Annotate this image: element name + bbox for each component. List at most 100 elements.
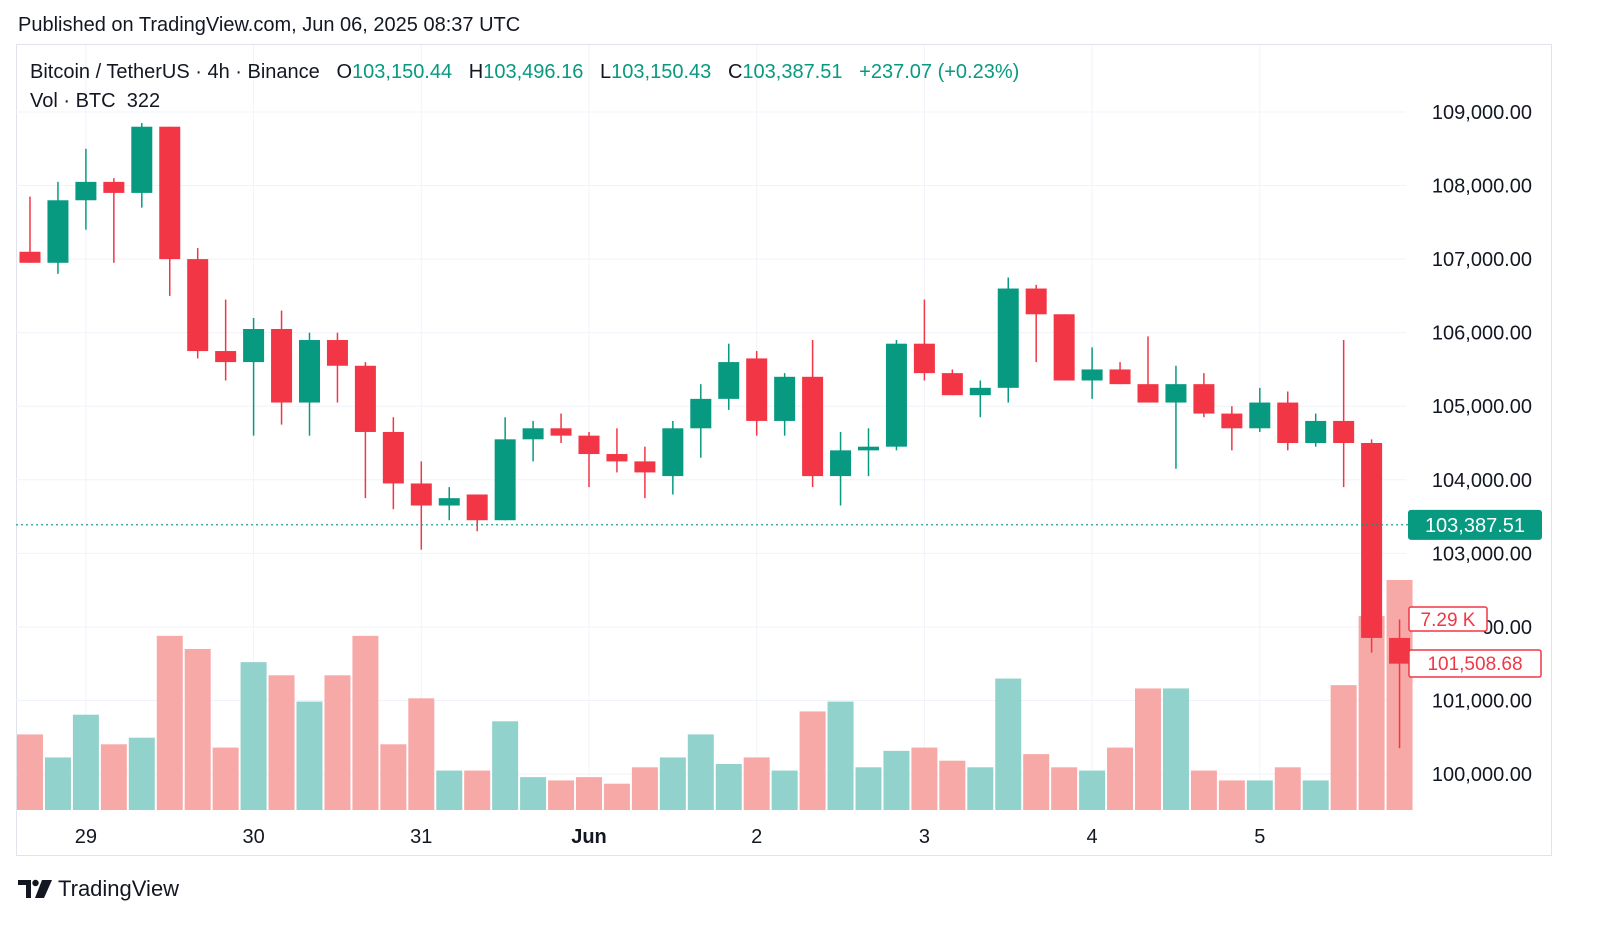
volume-bar	[1274, 767, 1301, 810]
high-label: H	[468, 61, 484, 83]
volume-bar	[380, 744, 407, 810]
time-tick-label: 5	[1254, 826, 1265, 848]
candle	[159, 126, 181, 296]
candle-body	[410, 483, 432, 506]
candle	[75, 148, 97, 230]
candle-body	[1025, 288, 1047, 315]
candle-body	[550, 428, 572, 436]
volume-bar	[240, 662, 267, 810]
candle	[802, 340, 824, 488]
volume-bar	[911, 747, 938, 810]
price-tick-label: 103,000.00	[1432, 543, 1532, 565]
candle	[494, 417, 516, 521]
volume-bar	[967, 767, 994, 810]
price-tick-label: 101,000.00	[1432, 690, 1532, 712]
volume-bar	[1190, 770, 1217, 810]
volume-bar	[827, 701, 854, 810]
volume-marker-label: 7.29 K	[1421, 610, 1476, 631]
candle-body	[1305, 420, 1327, 443]
footer-brand[interactable]: TradingView	[18, 876, 179, 902]
candle	[187, 248, 209, 359]
candle	[1053, 314, 1075, 381]
volume-label[interactable]: Vol · BTC	[30, 90, 116, 112]
volume-bar	[1218, 780, 1245, 810]
price-tick-label: 104,000.00	[1432, 470, 1532, 492]
candle	[969, 380, 991, 418]
candle-body	[997, 288, 1019, 388]
chart-frame[interactable]	[16, 44, 1552, 856]
candle	[941, 369, 963, 396]
symbol-label[interactable]: Bitcoin / TetherUS · 4h · Binance	[30, 61, 320, 83]
time-tick-label: Jun	[571, 826, 607, 848]
volume-bar	[408, 698, 435, 810]
candle-body	[494, 439, 516, 521]
candle-body	[1389, 637, 1411, 664]
candle	[1165, 365, 1187, 469]
candle-body	[690, 398, 712, 429]
candle-body	[1333, 420, 1355, 443]
candle	[606, 428, 628, 473]
candle-body	[885, 343, 907, 447]
candle	[215, 299, 237, 381]
volume-bar	[743, 757, 770, 810]
candle-body	[354, 365, 376, 432]
volume-legend: Vol · BTC 322	[30, 90, 160, 113]
volume-bar	[1162, 688, 1189, 810]
volume-bar	[212, 747, 239, 810]
low-value: 103,150.43	[611, 61, 712, 83]
time-tick-label: 3	[919, 826, 930, 848]
candle-body	[159, 126, 181, 260]
low-label: L	[600, 61, 612, 83]
volume-bar	[631, 767, 658, 810]
candle-body	[662, 428, 684, 477]
close-value: 103,387.51	[742, 61, 843, 83]
price-marker-tag: 101,508.68	[1408, 649, 1542, 678]
price-tick-label: 107,000.00	[1432, 249, 1532, 271]
candle	[578, 431, 600, 488]
volume-bar	[576, 777, 602, 810]
price-tick-label-partial: 00.00	[1482, 617, 1532, 639]
time-axis: 29 30 31 Jun 2 3 4 5	[75, 826, 1266, 848]
price-tick-label: 105,000.00	[1432, 396, 1532, 418]
candle-body	[606, 454, 628, 462]
candle	[997, 277, 1019, 403]
volume-bar	[296, 701, 323, 810]
candle-body	[634, 461, 656, 473]
price-tick-label: 108,000.00	[1432, 176, 1532, 198]
candle	[1333, 340, 1355, 488]
candle	[1081, 347, 1103, 399]
volume-bar	[1246, 780, 1273, 810]
volume-bar	[184, 649, 211, 810]
candle-body	[75, 181, 97, 201]
candle	[438, 487, 460, 521]
candle	[354, 362, 376, 499]
candle	[103, 178, 125, 263]
volume-marker-tag: 7.29 K	[1408, 606, 1488, 632]
volume-bar	[436, 770, 463, 810]
candle-body	[774, 376, 796, 421]
candle-body	[103, 181, 125, 193]
candle-body	[438, 498, 460, 506]
candle-body	[941, 373, 963, 396]
time-tick-label: 2	[751, 826, 762, 848]
ohlc-legend: Bitcoin / TetherUS · 4h · Binance O 103,1…	[30, 61, 1019, 84]
price-axis: 109,000.00 108,000.00 107,000.00 106,000.00…	[1432, 102, 1532, 786]
candle-body	[326, 340, 348, 366]
volume-bar	[855, 767, 882, 810]
time-tick-label: 30	[242, 826, 264, 848]
candle	[1361, 439, 1383, 653]
volume-bar	[1107, 747, 1134, 810]
volume-bar	[492, 721, 519, 810]
published-caption: Published on TradingView.com, Jun 06, 20…	[18, 14, 521, 36]
candle	[1025, 284, 1047, 363]
candle-body	[1109, 369, 1131, 385]
open-label: O	[336, 61, 353, 83]
candle-body	[858, 446, 879, 451]
volume-bar	[603, 783, 630, 810]
candle	[690, 384, 712, 458]
volume-bar	[44, 757, 71, 810]
candle	[410, 461, 432, 550]
volume-bar	[1135, 688, 1161, 810]
volume-bar	[324, 675, 351, 810]
